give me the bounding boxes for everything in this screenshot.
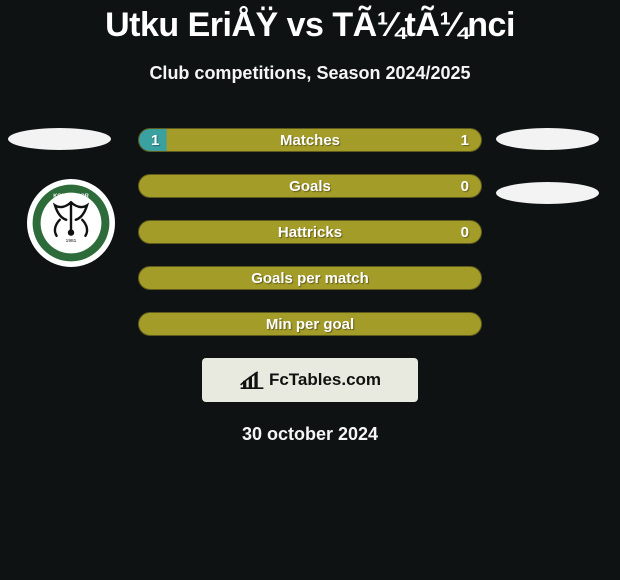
stat-value-right: 0 [461, 178, 469, 195]
stat-label: Hattricks [139, 224, 481, 241]
club-badge: KONYASPOR 1981 [27, 179, 115, 267]
stat-value-right: 0 [461, 224, 469, 241]
stat-value-left: 1 [151, 132, 159, 149]
stat-bar-mpg: Min per goal [138, 312, 482, 336]
stats-area: KONYASPOR 1981 1 Matches 1 Goals 0 Hattr… [0, 128, 620, 445]
badge-year: 1981 [66, 238, 77, 244]
date-text: 30 october 2024 [0, 424, 620, 445]
player-photo-placeholder-right-2 [496, 182, 599, 204]
badge-text-top: KONYASPOR [53, 193, 89, 199]
stat-label: Goals [139, 178, 481, 195]
stat-label: Matches [139, 132, 481, 149]
stat-bars: 1 Matches 1 Goals 0 Hattricks 0 Goals pe… [138, 128, 482, 336]
player-photo-placeholder-right-1 [496, 128, 599, 150]
stat-bar-matches: 1 Matches 1 [138, 128, 482, 152]
player-photo-placeholder-left [8, 128, 111, 150]
stat-bar-goals: Goals 0 [138, 174, 482, 198]
stat-bar-hattricks: Hattricks 0 [138, 220, 482, 244]
stat-bar-gpm: Goals per match [138, 266, 482, 290]
bar-chart-icon [239, 370, 265, 390]
subtitle: Club competitions, Season 2024/2025 [0, 63, 620, 84]
brand-pill[interactable]: FcTables.com [202, 358, 418, 402]
page-title: Utku EriÅŸ vs TÃ¼tÃ¼nci [0, 0, 620, 45]
stat-value-right: 1 [461, 132, 469, 149]
konyaspor-logo-icon: KONYASPOR 1981 [31, 183, 111, 263]
stat-label: Min per goal [139, 316, 481, 333]
stat-label: Goals per match [139, 270, 481, 287]
brand-text: FcTables.com [269, 370, 381, 390]
